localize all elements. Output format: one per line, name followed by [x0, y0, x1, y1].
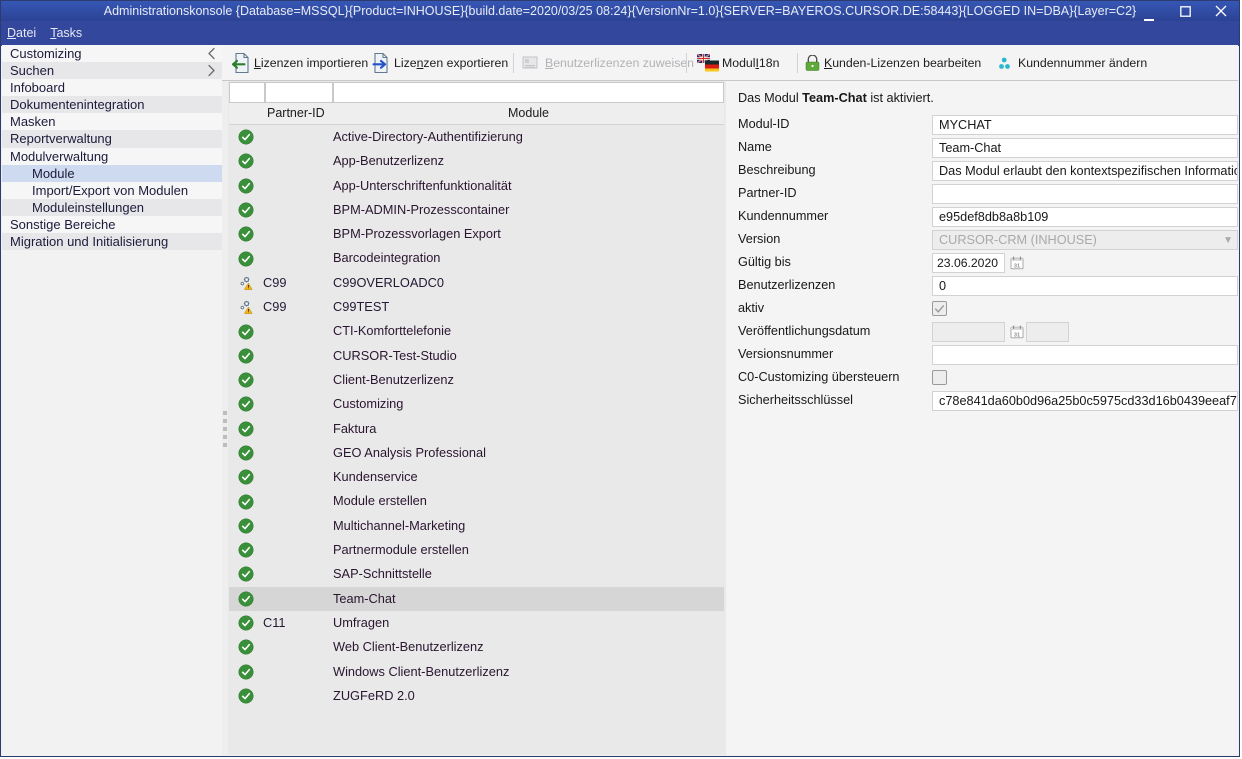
svg-text:31: 31	[1014, 263, 1020, 269]
svg-text:31: 31	[1014, 332, 1020, 338]
